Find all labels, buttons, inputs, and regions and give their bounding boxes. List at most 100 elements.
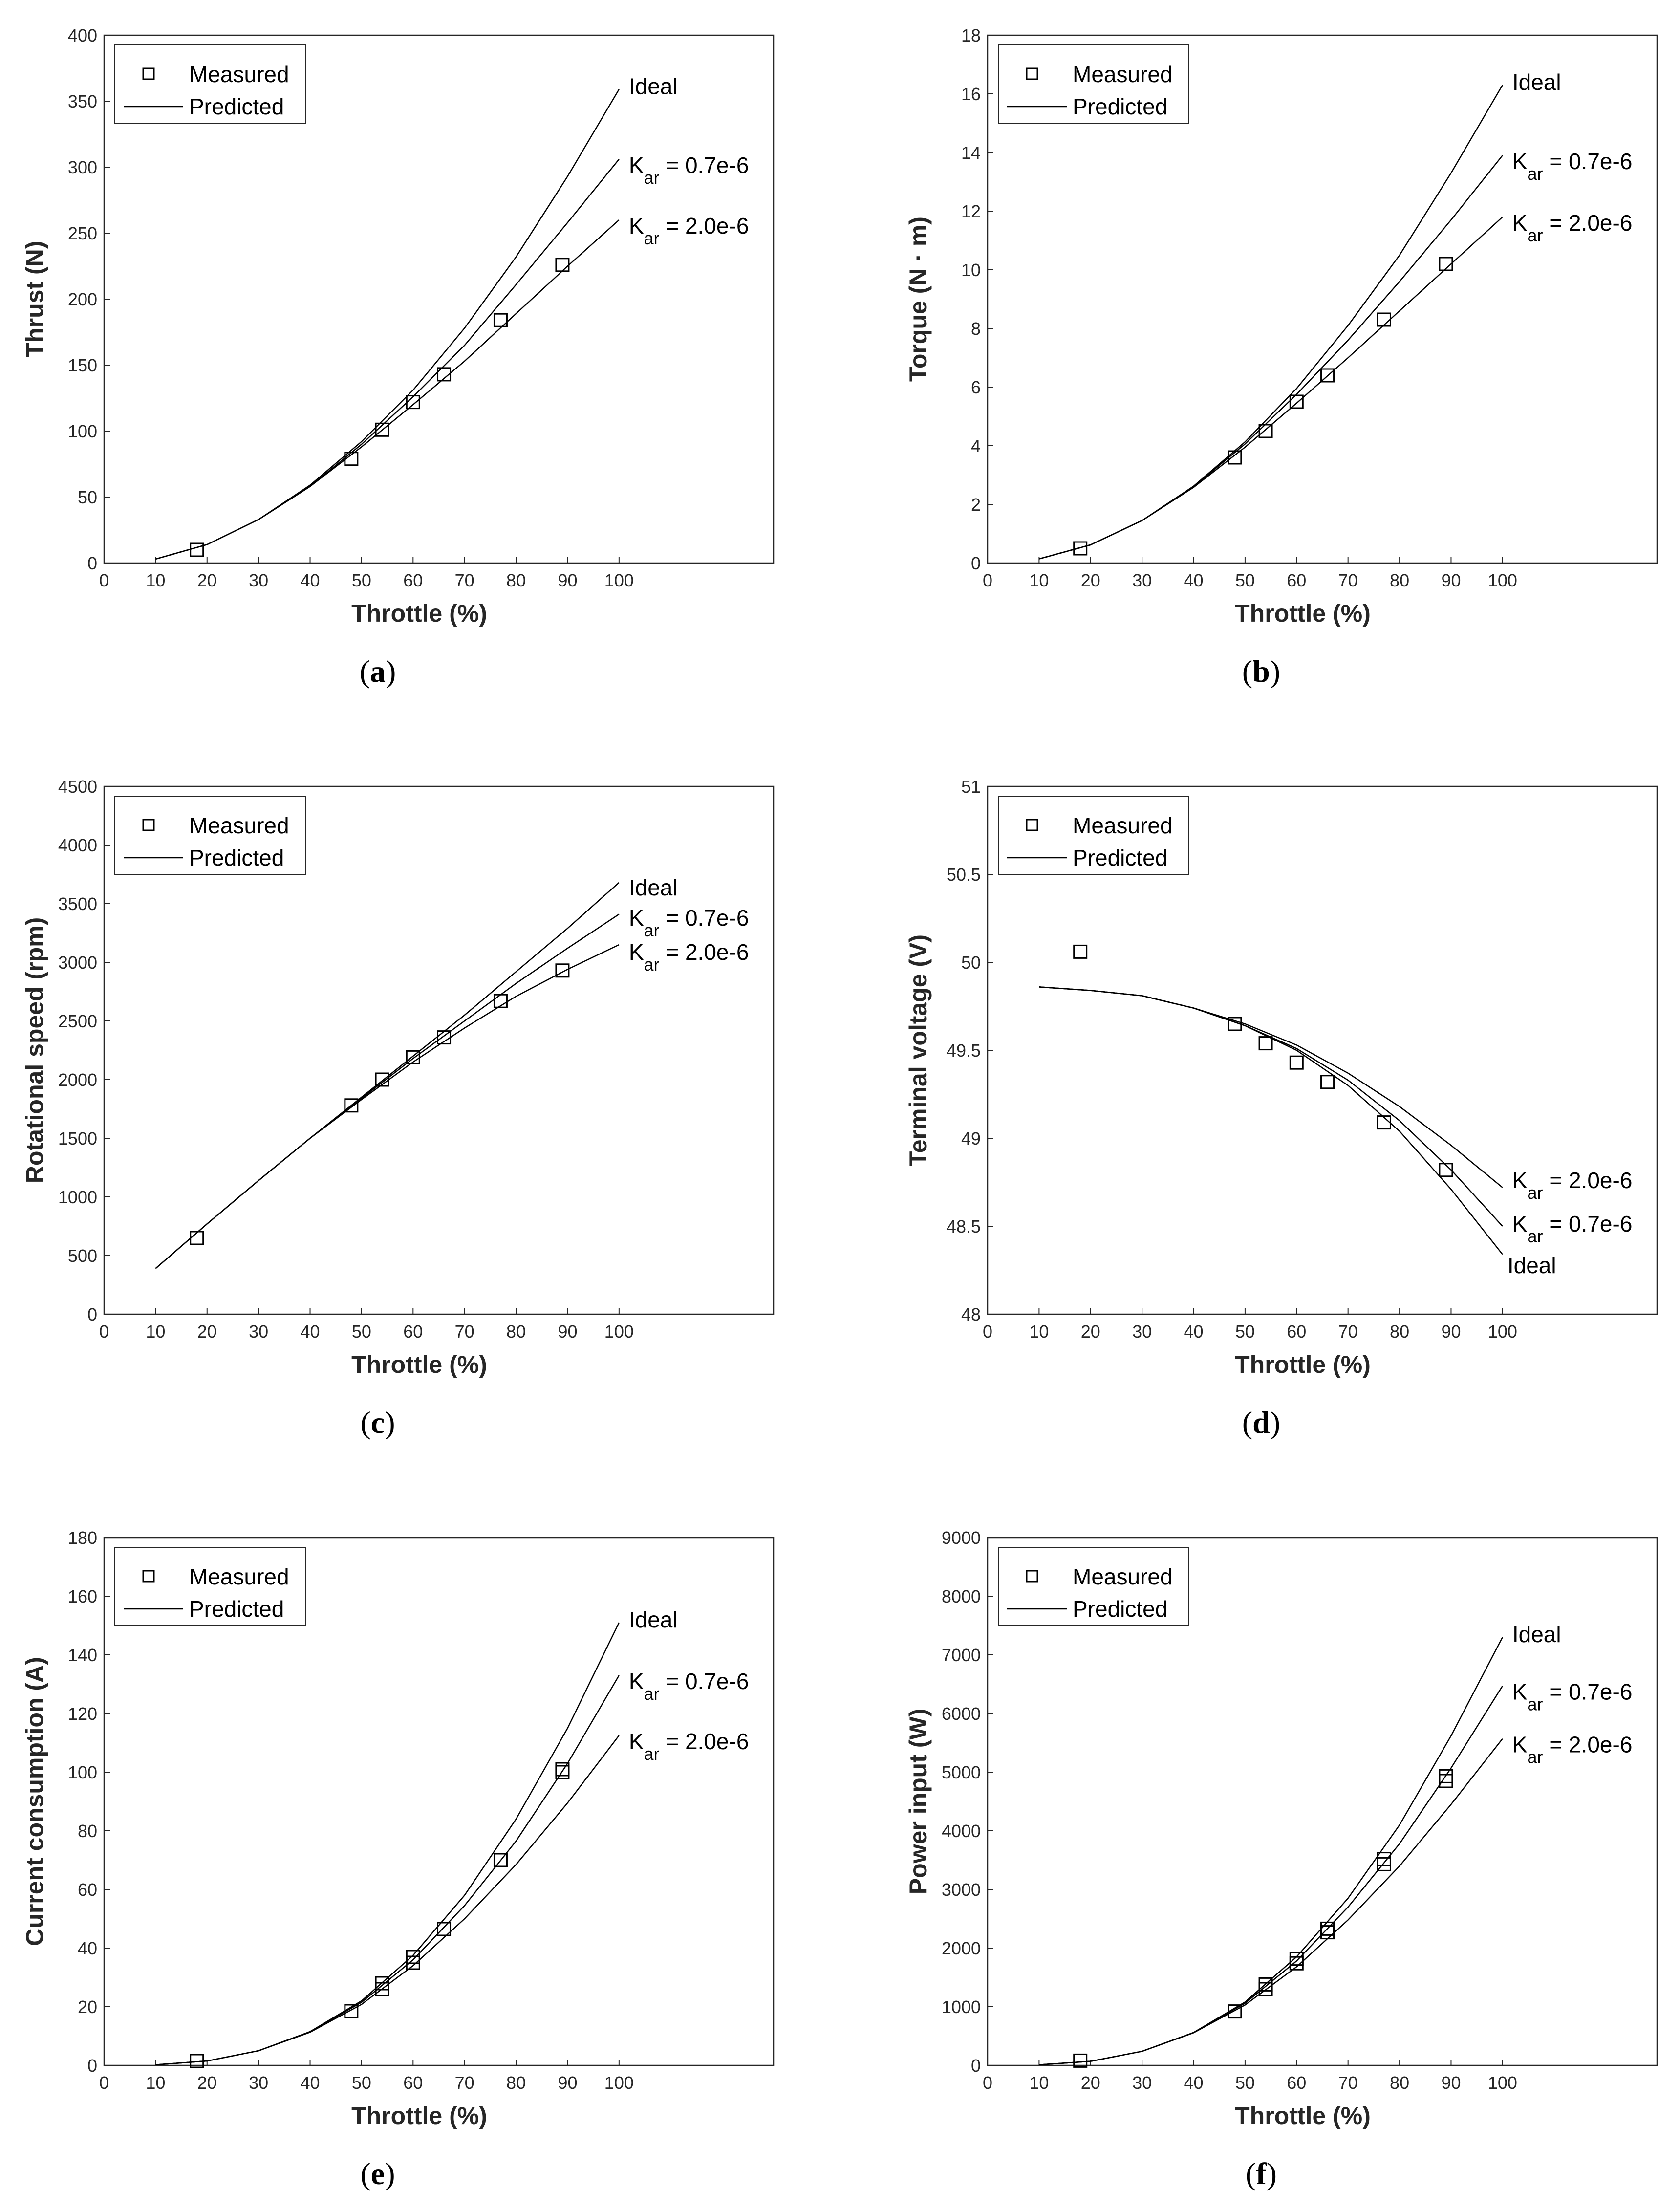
series-line-kar-2-0e-6 [155,944,620,1269]
x-tick-label: 60 [1287,570,1306,590]
chart-panel-2: 0 10 20 30 40 50 60 70 80 90 100 0 2 4 6 8 10 12 14 16 18 Thr… [905,25,1658,689]
legend-measured-label: Measured [1073,1564,1173,1589]
y-tick-label: 48 [961,1304,981,1324]
x-tick-label: 80 [1390,2073,1409,2093]
x-tick-label: 10 [1029,2073,1049,2093]
y-tick-label: 48.5 [947,1216,981,1236]
y-tick-label: 14 [961,143,981,163]
curve-label: Kar = 2.0e-6 [629,939,749,975]
curve-label: Kar = 2.0e-6 [629,1729,749,1764]
y-tick-label: 51 [961,777,981,797]
x-tick-label: 0 [983,1322,992,1342]
y-axis-label: Rotational speed (rpm) [21,917,48,1183]
y-tick-label: 150 [68,355,97,375]
x-tick-label: 70 [1338,570,1358,590]
measured-point [1258,1036,1273,1051]
y-tick-label: 9000 [942,1528,981,1548]
measured-point [555,963,570,978]
x-tick-label: 60 [1287,1322,1306,1342]
y-tick-label: 18 [961,25,981,45]
y-tick-label: 1000 [58,1187,97,1207]
panel-caption: (a) [360,654,396,689]
measured-point [406,395,420,410]
y-tick-label: 0 [87,553,97,573]
legend-predicted-label: Predicted [1073,845,1167,870]
y-tick-label: 200 [68,289,97,309]
y-axis-label: Torque (N · m) [905,217,932,382]
measured-point [1320,1075,1335,1089]
y-tick-label: 3000 [942,1880,981,1900]
x-tick-label: 30 [249,2073,268,2093]
x-tick-label: 60 [403,2073,423,2093]
x-tick-label: 20 [1081,1322,1100,1342]
y-tick-label: 50 [78,487,97,507]
measured-point [375,422,389,437]
x-tick-label: 40 [301,2073,320,2093]
measured-point [1439,257,1453,271]
y-axis-label: Thrust (N) [21,241,48,358]
measured-point [344,2004,359,2018]
panel-caption: (b) [1242,654,1280,689]
x-tick-label: 0 [983,2073,992,2093]
x-tick-label: 20 [197,2073,217,2093]
y-tick-label: 60 [78,1880,97,1900]
x-tick-label: 90 [558,570,577,590]
x-tick-label: 30 [1132,1322,1152,1342]
measured-point [190,542,204,557]
y-tick-label: 7000 [942,1645,981,1665]
x-tick-label: 70 [455,1322,474,1342]
legend-measured-marker [142,819,155,831]
y-tick-label: 20 [78,1997,97,2017]
x-tick-label: 20 [1081,570,1100,590]
x-tick-label: 80 [506,570,526,590]
y-axis-label: Terminal voltage (V) [905,934,932,1166]
y-tick-label: 4000 [58,835,97,855]
legend-measured-marker [1026,819,1038,831]
measured-point [344,452,359,466]
curve-label: Ideal [629,74,678,99]
x-tick-label: 70 [1338,2073,1358,2093]
y-tick-label: 6000 [942,1704,981,1724]
curve-label: Ideal [629,875,678,900]
measured-point [1320,1921,1335,1936]
y-tick-label: 400 [68,25,97,45]
x-tick-label: 0 [983,570,992,590]
curve-label: Ideal [1512,1622,1561,1647]
y-tick-label: 5000 [942,1762,981,1782]
curve-label: Kar = 0.7e-6 [629,905,749,940]
curve-label: Ideal [1508,1253,1556,1278]
measured-point [344,1098,359,1113]
curve-label: Kar = 0.7e-6 [1512,1211,1633,1246]
x-tick-label: 80 [506,2073,526,2093]
curve-label: Ideal [629,1607,678,1632]
x-tick-label: 40 [301,1322,320,1342]
x-tick-label: 50 [1235,1322,1255,1342]
y-tick-label: 140 [68,1645,97,1665]
y-axis-label: Current consumption (A) [21,1657,48,1946]
curve-label: Kar = 2.0e-6 [1512,1168,1633,1203]
x-tick-label: 60 [403,570,423,590]
x-tick-label: 20 [1081,2073,1100,2093]
x-axis-label: Throttle (%) [1235,600,1371,627]
x-tick-label: 10 [1029,570,1049,590]
x-tick-label: 30 [249,1322,268,1342]
curve-label: Kar = 0.7e-6 [1512,1679,1633,1714]
x-axis-label: Throttle (%) [351,600,487,627]
curve-label: Kar = 0.7e-6 [629,152,749,188]
y-tick-label: 0 [87,2056,97,2076]
x-tick-label: 80 [506,1322,526,1342]
x-tick-label: 0 [99,570,109,590]
x-tick-label: 40 [1184,570,1204,590]
legend-predicted-label: Predicted [1073,1596,1167,1622]
y-tick-label: 40 [78,1938,97,1958]
legend-box [114,796,306,875]
y-tick-label: 100 [68,1762,97,1782]
x-tick-label: 100 [1488,570,1517,590]
y-tick-label: 300 [68,157,97,177]
legend-measured-label: Measured [189,1564,289,1589]
x-tick-label: 30 [1132,2073,1152,2093]
measured-point [1258,424,1273,438]
measured-point [375,1976,389,1991]
x-tick-label: 10 [146,570,165,590]
